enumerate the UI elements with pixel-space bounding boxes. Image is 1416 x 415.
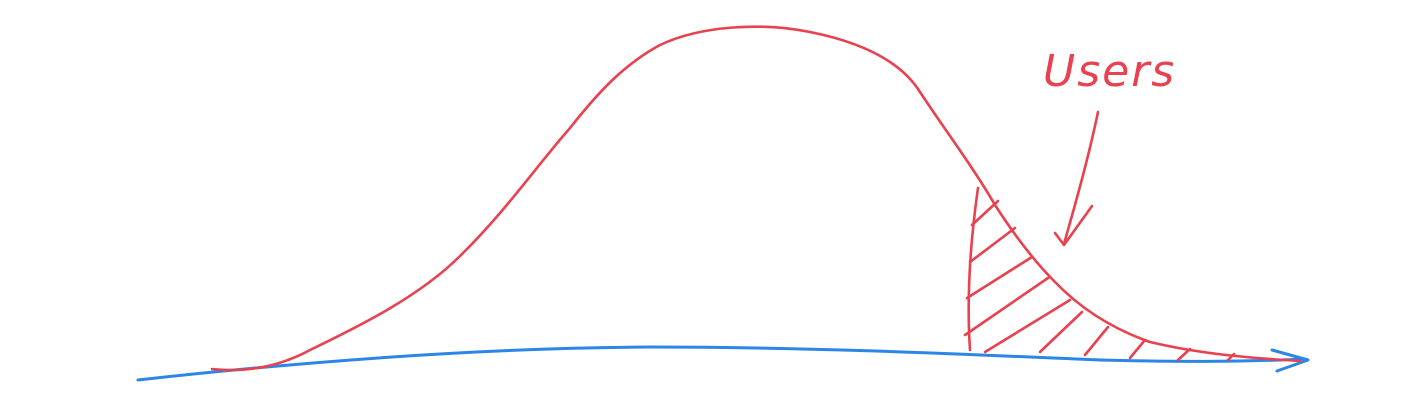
hatch-line: [970, 199, 1000, 227]
x-axis: [136, 345, 1310, 382]
arrow-down-left-icon: [1053, 110, 1100, 247]
hatch-line: [1176, 347, 1192, 362]
tail-hatch: [963, 186, 1236, 362]
bell-curve: [210, 25, 1302, 372]
hatch-line: [963, 276, 1050, 337]
pointer-shaft: [1062, 110, 1100, 246]
hatch-line: [1226, 352, 1236, 362]
users-label: Users: [1043, 46, 1176, 97]
hatch-line: [968, 226, 1017, 264]
hatch-line: [1038, 310, 1084, 354]
hatch-line: [1128, 338, 1147, 360]
hatch-line: [983, 298, 1072, 354]
hatch-line: [965, 255, 1034, 300]
pointer-head: [1053, 204, 1094, 247]
hatch-line: [1083, 325, 1110, 357]
arrowhead-right-icon: [1270, 348, 1310, 373]
x-axis-line: [136, 345, 1307, 382]
